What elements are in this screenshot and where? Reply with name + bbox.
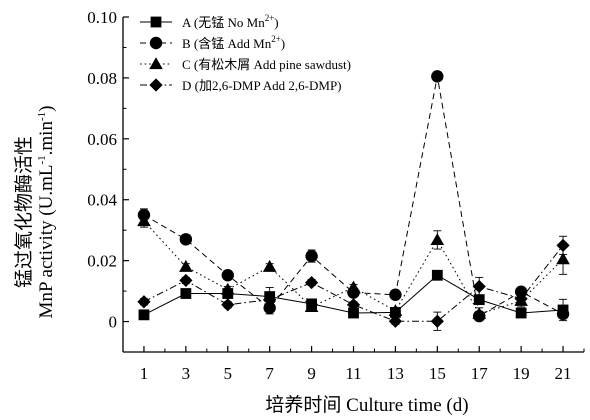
data-point-triangle xyxy=(346,280,361,293)
x-tick-label: 7 xyxy=(265,364,274,383)
legend-label-main: C (有松木屑 Add pine sawdust) xyxy=(182,57,351,72)
data-point-circle xyxy=(305,249,318,263)
data-point-triangle xyxy=(556,252,570,265)
x-tick-label: 11 xyxy=(345,364,361,383)
legend-label: D (加2,6-DMP Add 2,6-DMP) xyxy=(182,78,342,93)
legend-label: B (含锰 Add Mn2+) xyxy=(182,34,285,51)
x-tick-label: 5 xyxy=(224,364,233,383)
legend-marker-triangle xyxy=(149,57,163,70)
axis-layer: 00.020.040.060.080.101 3 5 7 9 11 13 15 17 19 21 xyxy=(87,8,585,383)
y-axis-title-sup: -1 xyxy=(36,112,48,121)
data-point-triangle xyxy=(179,259,193,272)
data-point-square xyxy=(515,307,527,319)
legend-label-main: D (加2,6-DMP Add 2,6-DMP) xyxy=(182,78,342,93)
data-point-diamond xyxy=(179,273,193,288)
y-axis-title-english: MnP activity (U.mL-1.min-1) xyxy=(36,106,57,319)
data-point-circle xyxy=(556,307,570,321)
x-tick-label: 17 xyxy=(471,364,489,383)
data-point-circle xyxy=(263,301,276,315)
plot-layer xyxy=(137,70,570,331)
data-point-diamond xyxy=(514,292,528,306)
data-point-square xyxy=(348,307,359,319)
y-tick-label: 0.02 xyxy=(87,252,117,271)
data-point-diamond xyxy=(430,314,444,328)
x-tick-label: 19 xyxy=(513,364,530,383)
data-point-triangle xyxy=(137,214,151,227)
legend-label-main: B (含锰 Add Mn xyxy=(182,36,272,51)
y-axis-title: 锰过氧化物酶活性 MnP activity (U.mL-1.min-1) xyxy=(13,106,57,319)
legend-entry: D (加2,6-DMP Add 2,6-DMP) xyxy=(140,78,342,93)
series-triangle xyxy=(137,214,570,321)
y-axis-title-part: MnP activity (U.mL xyxy=(36,165,57,319)
y-axis-title-sup: -1 xyxy=(36,155,48,164)
legend-entry: C (有松木屑 Add pine sawdust) xyxy=(140,57,351,72)
series-diamond xyxy=(137,235,570,331)
data-point-square xyxy=(473,294,485,306)
data-point-diamond xyxy=(137,295,151,309)
x-tick-label: 13 xyxy=(387,364,404,383)
data-point-triangle xyxy=(304,300,319,313)
legend-marker-circle xyxy=(149,36,163,50)
y-tick-label: 0.10 xyxy=(87,8,117,27)
data-point-triangle xyxy=(220,282,235,295)
data-point-circle xyxy=(179,233,193,246)
x-tick-label: 3 xyxy=(182,364,191,383)
legend-entry: B (含锰 Add Mn2+) xyxy=(140,34,285,51)
y-tick-label: 0.04 xyxy=(87,191,117,210)
data-point-triangle xyxy=(430,233,445,246)
legend-marker-diamond xyxy=(149,78,163,92)
legend-entry: A (无锰 No Mn2+) xyxy=(140,13,279,30)
data-point-square xyxy=(138,309,150,321)
x-tick-label: 9 xyxy=(307,364,316,383)
x-tick-label: 21 xyxy=(555,364,572,383)
legend-label-main: A (无锰 No Mn xyxy=(182,15,265,30)
data-point-triangle xyxy=(388,304,403,316)
y-tick-label: 0.06 xyxy=(87,130,117,149)
y-axis-title-part: .min xyxy=(36,121,57,156)
data-point-circle xyxy=(221,269,234,282)
data-point-diamond xyxy=(556,238,570,253)
y-axis-title-chinese: 锰过氧化物酶活性 xyxy=(13,136,35,288)
data-point-triangle xyxy=(262,259,277,272)
series-line xyxy=(143,76,564,317)
y-axis-title-part: ) xyxy=(36,106,57,112)
data-point-circle xyxy=(389,288,402,301)
legend-label-end: ) xyxy=(281,36,285,51)
legend: A (无锰 No Mn2+)B (含锰 Add Mn2+)C (有松木屑 Add… xyxy=(140,13,351,93)
x-axis-title: 培养时间 Culture time (d) xyxy=(265,394,468,416)
data-point-diamond xyxy=(304,275,319,290)
x-tick-label: 1 xyxy=(140,364,149,383)
legend-label: A (无锰 No Mn2+) xyxy=(182,13,279,30)
x-tick-label: 15 xyxy=(429,364,446,383)
data-point-triangle xyxy=(472,307,487,320)
legend-label-sup: 2+ xyxy=(271,34,281,44)
data-point-diamond xyxy=(388,314,403,328)
y-tick-label: 0 xyxy=(109,313,118,332)
data-point-diamond xyxy=(346,298,361,312)
data-point-circle xyxy=(431,70,444,83)
data-point-square xyxy=(180,288,192,299)
legend-label: C (有松木屑 Add pine sawdust) xyxy=(182,57,351,72)
legend-marker-square xyxy=(150,16,162,28)
legend-label-sup: 2+ xyxy=(265,13,275,23)
data-point-diamond xyxy=(221,298,235,312)
legend-label-end: ) xyxy=(274,15,278,30)
data-point-diamond xyxy=(472,279,486,294)
y-tick-label: 0.08 xyxy=(87,69,117,88)
data-point-diamond xyxy=(263,293,277,307)
data-point-square xyxy=(431,269,443,281)
